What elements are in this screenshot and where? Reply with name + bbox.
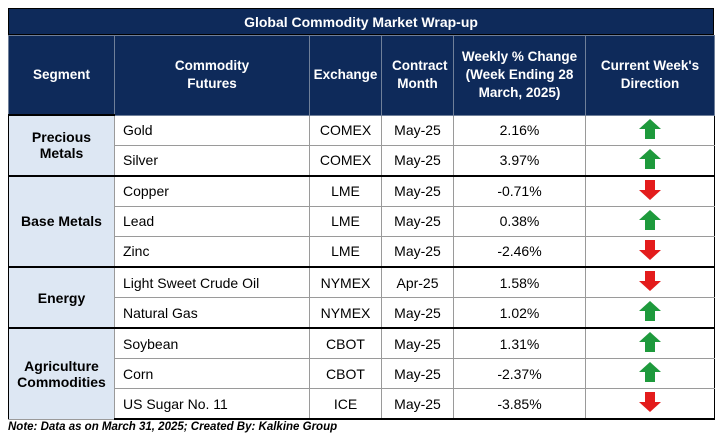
down-arrow-icon	[639, 179, 661, 200]
direction-cell	[585, 174, 715, 207]
up-arrow-icon	[639, 332, 661, 355]
futures-cell: Gold	[114, 114, 310, 146]
contract-month-cell: May-25	[381, 297, 454, 329]
weekly-change-cell: 0.38%	[453, 205, 586, 237]
exchange-cell: NYMEX	[309, 297, 382, 329]
up-arrow-icon	[639, 118, 661, 139]
up-arrow-icon	[639, 301, 661, 322]
up-arrow-icon	[639, 148, 661, 169]
weekly-change-cell: 1.02%	[453, 297, 586, 329]
table-row: Lead LME May-25 0.38%	[9, 205, 715, 237]
contract-month-cell: May-25	[381, 358, 454, 390]
up-arrow-icon	[639, 118, 661, 142]
exchange-cell: CBOT	[309, 358, 382, 390]
table-row: Base Metals Copper LME May-25 -0.71%	[8, 174, 715, 268]
futures-cell: Copper	[114, 174, 310, 207]
table-row: US Sugar No. 11 ICE May-25 -3.85%	[9, 388, 715, 421]
footnote: Note: Data as on March 31, 2025; Created…	[8, 421, 338, 433]
direction-cell	[585, 205, 715, 237]
contract-month-cell: May-25	[381, 388, 454, 421]
direction-cell	[585, 235, 715, 268]
header-exchange: Exchange	[309, 35, 382, 116]
weekly-change-cell: 2.16%	[453, 114, 586, 146]
up-arrow-icon	[639, 148, 661, 172]
table-row: Corn CBOT May-25 -2.37%	[9, 358, 715, 390]
direction-cell	[585, 388, 715, 421]
up-arrow-icon	[639, 301, 661, 324]
down-arrow-icon	[639, 271, 661, 294]
up-arrow-icon	[639, 332, 661, 353]
weekly-change-cell: -2.37%	[453, 358, 586, 390]
segment-cell: Energy	[8, 265, 115, 329]
segment-cell: Precious Metals	[8, 114, 115, 177]
up-arrow-icon	[639, 209, 661, 233]
futures-cell: Silver	[114, 144, 310, 177]
table-row: Natural Gas NYMEX May-25 1.02%	[9, 297, 715, 329]
header-contract-month: Contract Month	[381, 35, 454, 116]
direction-cell	[585, 265, 715, 299]
direction-cell	[585, 144, 715, 177]
weekly-change-cell: 1.31%	[453, 327, 586, 360]
futures-cell: Corn	[114, 358, 310, 390]
up-arrow-icon	[639, 362, 661, 383]
exchange-cell: CBOT	[309, 327, 382, 360]
table-row: Zinc LME May-25 -2.46%	[9, 235, 715, 268]
header-futures: Commodity Futures	[114, 35, 310, 116]
segment-cell: Base Metals	[8, 174, 115, 268]
weekly-change-cell: -0.71%	[453, 174, 586, 207]
exchange-cell: COMEX	[309, 144, 382, 177]
header-direction: Current Week's Direction	[585, 35, 715, 116]
header-weekly-change: Weekly % Change (Week Ending 28 March, 2…	[453, 35, 586, 116]
weekly-change-cell: -3.85%	[453, 388, 586, 421]
table-body: Precious Metals Gold COMEX May-25 2.16% Silve…	[8, 114, 715, 421]
direction-cell	[585, 358, 715, 390]
exchange-cell: LME	[309, 205, 382, 237]
weekly-change-cell: 1.58%	[453, 265, 586, 299]
table-row: Silver COMEX May-25 3.97%	[9, 144, 715, 177]
header-row: Segment Commodity Futures Exchange Contr…	[8, 35, 715, 116]
down-arrow-icon	[639, 271, 661, 292]
direction-cell	[585, 297, 715, 329]
weekly-change-cell: -2.46%	[453, 235, 586, 268]
contract-month-cell: May-25	[381, 205, 454, 237]
table-title: Global Commodity Market Wrap-up	[8, 8, 714, 35]
table-row: Precious Metals Gold COMEX May-25 2.16%	[8, 114, 715, 177]
commodity-table: Segment Commodity Futures Exchange Contr…	[8, 35, 715, 421]
commodity-table-container: Global Commodity Market Wrap-up Segment …	[8, 8, 715, 421]
direction-cell	[585, 327, 715, 360]
contract-month-cell: May-25	[381, 144, 454, 177]
futures-cell: Light Sweet Crude Oil	[114, 265, 310, 299]
direction-cell	[585, 114, 715, 146]
exchange-cell: LME	[309, 174, 382, 207]
weekly-change-cell: 3.97%	[453, 144, 586, 177]
contract-month-cell: May-25	[381, 174, 454, 207]
down-arrow-icon	[639, 239, 661, 263]
contract-month-cell: May-25	[381, 114, 454, 146]
down-arrow-icon	[639, 392, 661, 415]
contract-month-cell: Apr-25	[381, 265, 454, 299]
exchange-cell: LME	[309, 235, 382, 268]
down-arrow-icon	[639, 392, 661, 413]
table-row: Agriculture Commodities Soybean CBOT May-25…	[8, 327, 715, 420]
futures-cell: US Sugar No. 11	[114, 388, 310, 421]
exchange-cell: COMEX	[309, 114, 382, 146]
down-arrow-icon	[639, 179, 661, 203]
header-segment: Segment	[8, 35, 115, 116]
futures-cell: Zinc	[114, 235, 310, 268]
exchange-cell: NYMEX	[309, 265, 382, 299]
contract-month-cell: May-25	[381, 235, 454, 268]
contract-month-cell: May-25	[381, 327, 454, 360]
table-row: Energy Light Sweet Crude Oil NYMEX Apr-25 1.…	[8, 265, 715, 329]
futures-cell: Lead	[114, 205, 310, 237]
up-arrow-icon	[639, 362, 661, 385]
down-arrow-icon	[639, 239, 661, 260]
up-arrow-icon	[639, 209, 661, 230]
segment-cell: Agriculture Commodities	[8, 327, 115, 420]
exchange-cell: ICE	[309, 388, 382, 421]
futures-cell: Natural Gas	[114, 297, 310, 329]
futures-cell: Soybean	[114, 327, 310, 360]
